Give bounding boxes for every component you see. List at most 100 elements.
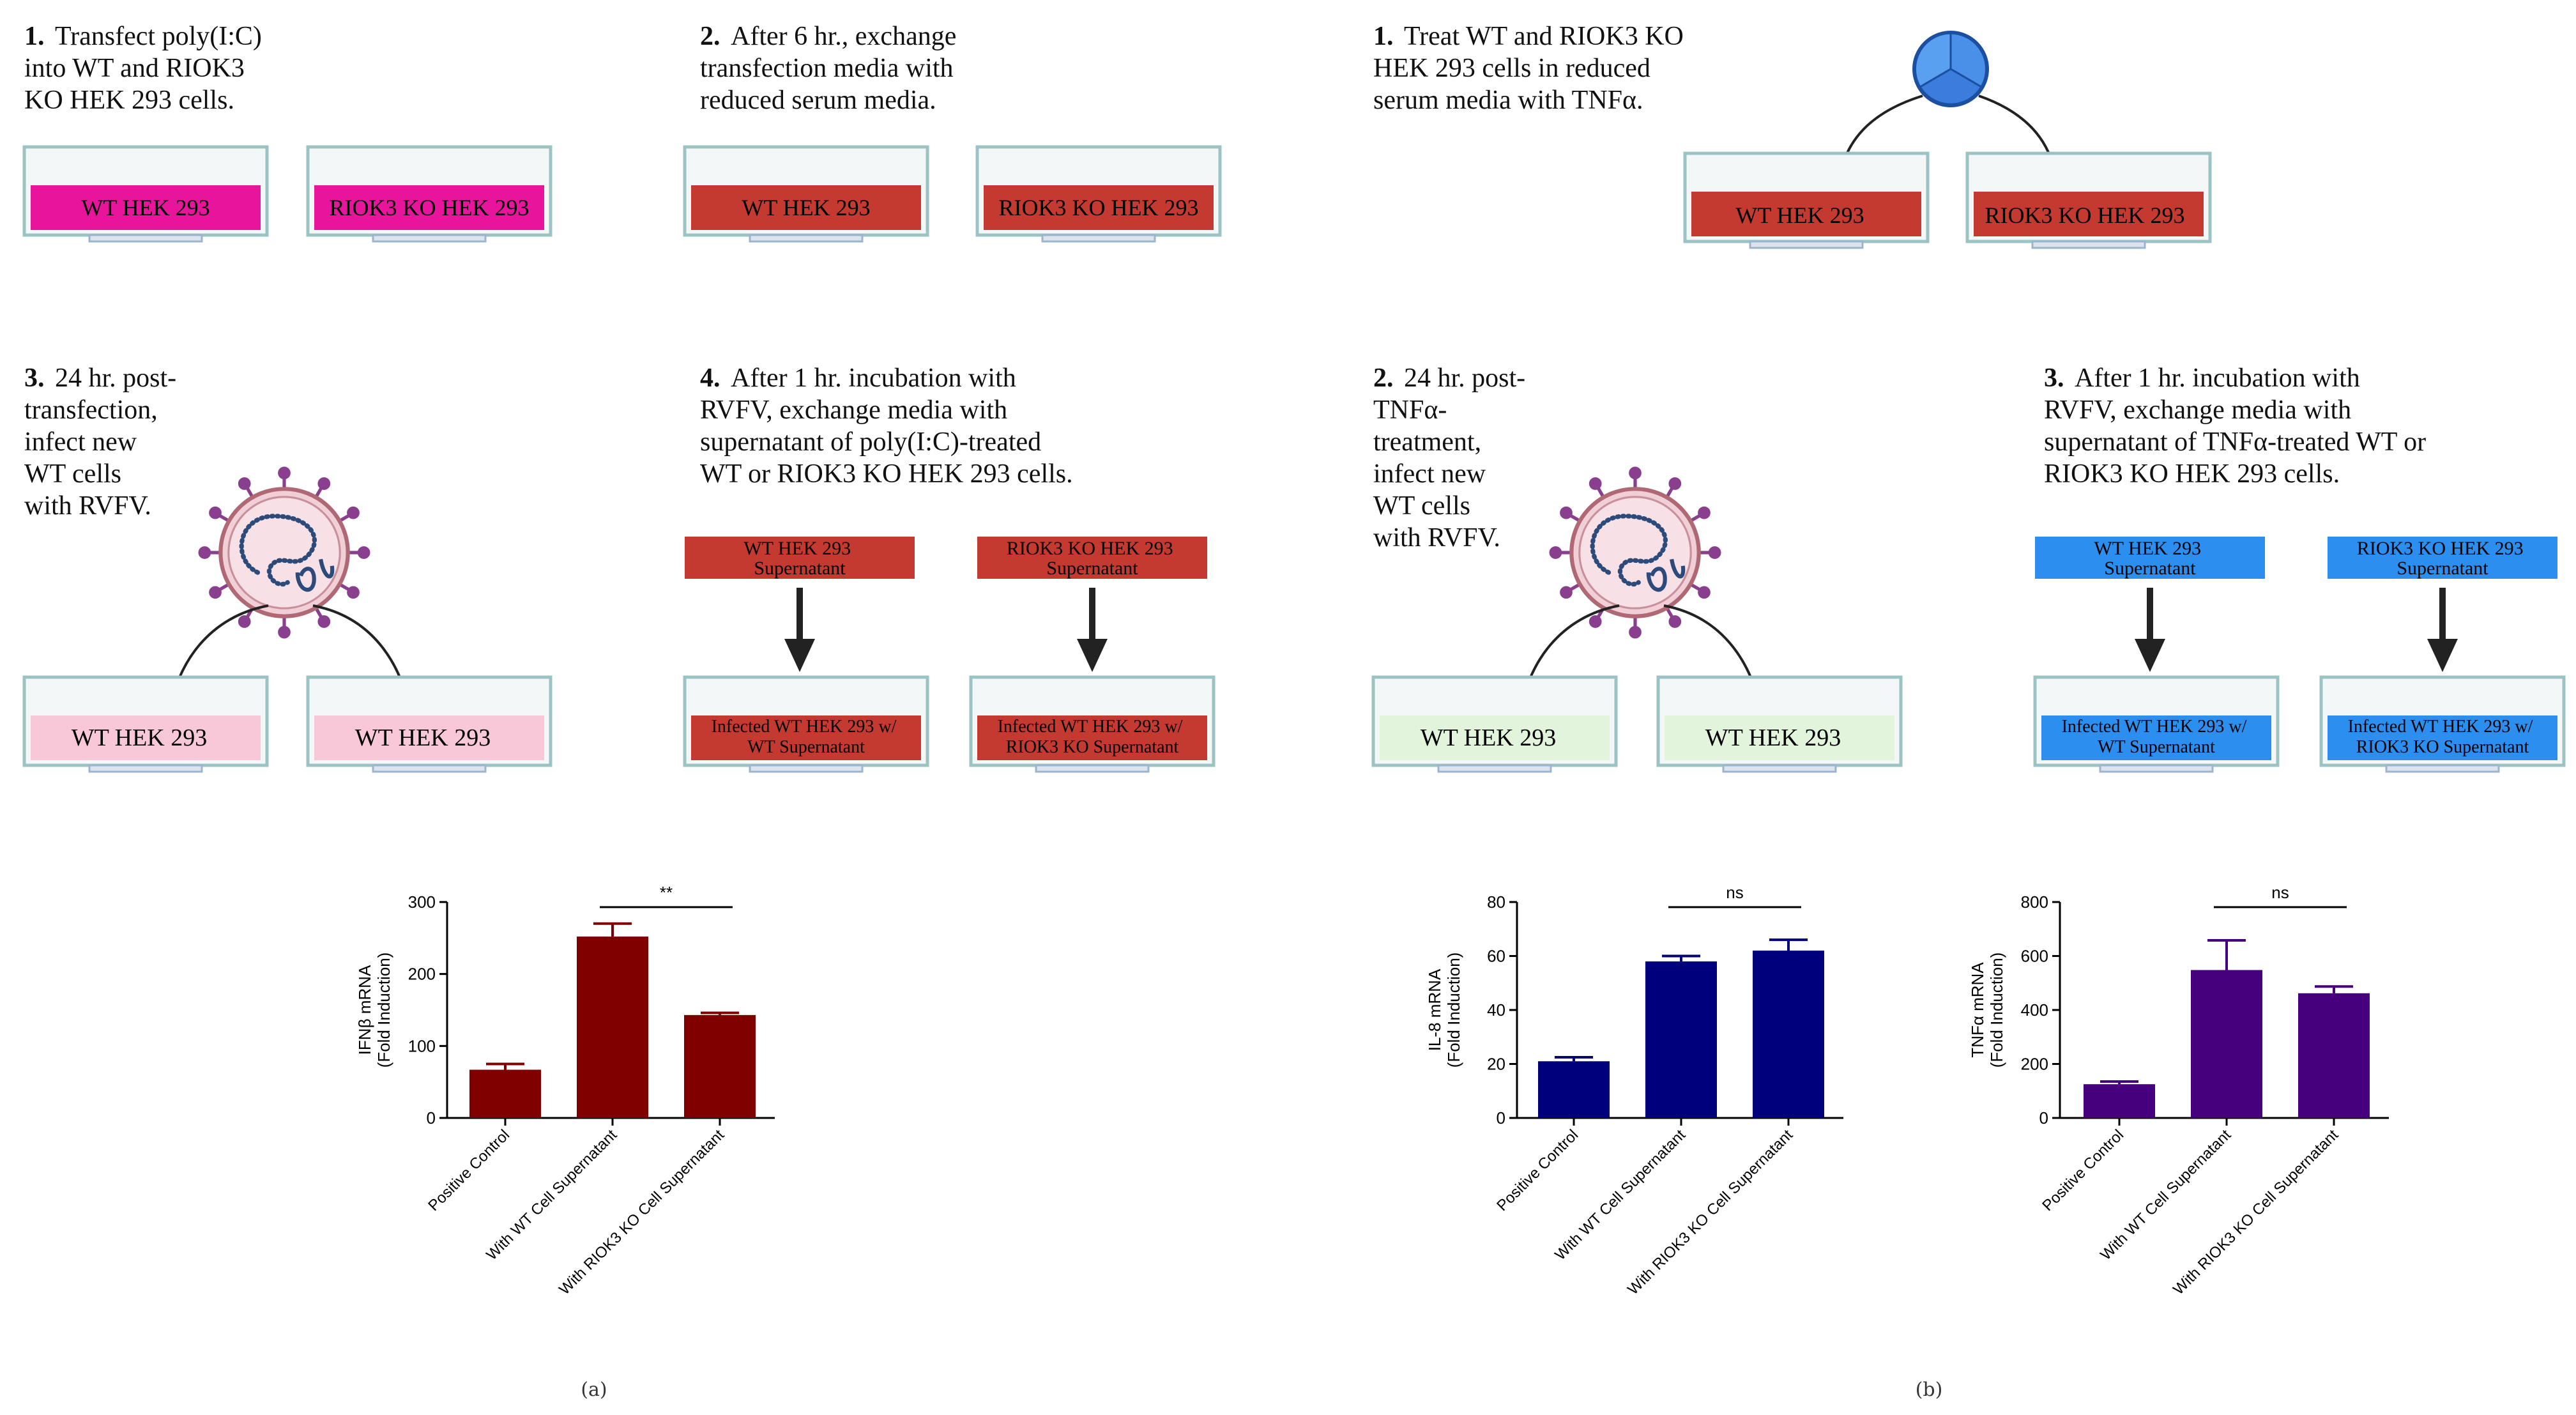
svg-text:WT HEK 293 Supernatant: WT HEK 293 Supernatant <box>2094 538 2206 579</box>
a-step3-text: 3. 24 hr. post- transfection, infect new… <box>24 363 183 521</box>
a-sup-left: WT HEK 293 Supernatant <box>685 537 915 672</box>
significance-label: ns <box>2271 883 2289 902</box>
b-step1-line2: HEK 293 cells in reduced <box>1373 54 1650 83</box>
bar <box>1538 1061 1610 1118</box>
chart-il8: 0 20 40 60 80 IL-8 mRNA(Fold Induction) Positi… <box>1425 883 1843 1298</box>
a-step2-text: 2. After 6 hr., exchange transfection me… <box>700 22 963 115</box>
bar <box>2298 993 2370 1118</box>
b-step2-dish-right: WT HEK 293 <box>1656 675 1903 773</box>
a-step4-text: 4. After 1 hr. incubation with RVFV, exc… <box>700 363 1073 489</box>
bar <box>684 1014 756 1118</box>
b-step3-dish-left-line2: WT Supernatant <box>2098 737 2215 757</box>
a-step3-line4: WT cells <box>24 459 121 489</box>
b-step2-dish-right-label: WT HEK 293 <box>1705 724 1841 751</box>
b-step1-line3: serum media with TNFα. <box>1373 86 1643 115</box>
significance-label: ** <box>660 883 673 902</box>
b-step1-dish-left-label: WT HEK 293 <box>1735 203 1864 228</box>
b-step1-dish-left: WT HEK 293 <box>1683 151 1930 249</box>
a-step3-line5: with RVFV. <box>24 491 151 521</box>
a-step2-dish-right: RIOK3 KO HEK 293 <box>975 145 1222 243</box>
bar <box>2191 970 2262 1118</box>
a-step3-line2: transfection, <box>24 395 158 425</box>
y-tick-label: 0 <box>1497 1108 1505 1128</box>
a-step1-text: 1. Transfect poly(I:C) into WT and RIOK3… <box>24 22 268 115</box>
svg-text:Infected WT HEK 293 w/ W: Infected WT HEK 293 w/ WT Supernatant <box>712 717 901 757</box>
b-step3-dish-left: Infected WT HEK 293 w/ WT Supernatant <box>2033 675 2280 773</box>
y-tick-label: 800 <box>2021 892 2048 912</box>
y-axis-label: IL-8 mRNA(Fold Induction) <box>1425 952 1463 1068</box>
a-step4-dish-right-line2: RIOK3 KO Supernatant <box>1006 737 1179 757</box>
b-step1-number: 1. <box>1373 22 1394 51</box>
a-step3-dish-right: WT HEK 293 <box>306 675 553 773</box>
panel-label-b: (b) <box>1916 1379 1943 1401</box>
y-tick-label: 20 <box>1487 1055 1505 1074</box>
a-step2-dish-left-label: WT HEK 293 <box>742 195 870 220</box>
a-sup-left-line1: WT HEK 293 <box>743 538 851 559</box>
a-step1-dish-left-label: WT HEK 293 <box>81 195 210 220</box>
y-axis-label-line: (Fold Induction) <box>1444 952 1463 1068</box>
b-step3-number: 3. <box>2044 363 2064 393</box>
svg-text:WT HEK 293 Supernatant: WT HEK 293 Supernatant <box>743 538 855 579</box>
y-tick-label: 40 <box>1487 1000 1505 1020</box>
b-step1-dish-right-label: RIOK3 KO HEK 293 <box>1985 203 2185 228</box>
a-sup-right-line2: Supernatant <box>1046 558 1138 579</box>
a-virus-icon <box>200 468 369 637</box>
b-step2-line2: TNFα- <box>1373 395 1447 425</box>
a-step1-number: 1. <box>24 22 45 51</box>
b-sup-right-line2: Supernatant <box>2397 558 2488 579</box>
a-step4-dish-left-line2: WT Supernatant <box>747 737 865 757</box>
bar <box>2084 1084 2155 1118</box>
a-step4-line1: After 1 hr. incubation with <box>731 363 1016 393</box>
y-axis-label-line: (Fold Induction) <box>1987 952 2006 1068</box>
tnf-trimer-icon <box>1912 31 1989 107</box>
a-sup-left-line2: Supernatant <box>754 558 846 579</box>
x-tick-label: With RIOK3 KO Cell Supernatant <box>556 1126 728 1298</box>
b-step3-dish-left-line1: Infected WT HEK 293 w/ <box>2062 717 2247 737</box>
a-step2-dish-right-label: RIOK3 KO HEK 293 <box>999 195 1199 220</box>
a-step3-dish-right-label: WT HEK 293 <box>355 724 491 751</box>
a-step3-number: 3. <box>24 363 45 393</box>
y-axis-label: TNFα mRNA(Fold Induction) <box>1968 952 2006 1068</box>
a-step2-number: 2. <box>700 22 720 51</box>
y-tick-label: 0 <box>2039 1108 2048 1128</box>
y-tick-label: 0 <box>427 1108 436 1128</box>
a-step4-line3: supernatant of poly(I:C)-treated <box>700 427 1041 457</box>
svg-text:RIOK3 KO HEK 293 Superna: RIOK3 KO HEK 293 Supernatant <box>1007 538 1178 579</box>
b-step3-line1: After 1 hr. incubation with <box>2075 363 2360 393</box>
bar <box>1753 951 1824 1118</box>
b-step3-line2: RVFV, exchange media with <box>2044 395 2351 425</box>
svg-text:RIOK3 KO HEK 293 Superna: RIOK3 KO HEK 293 Supernatant <box>2357 538 2528 579</box>
x-tick-label: With RIOK3 KO Cell Supernatant <box>2170 1126 2342 1298</box>
a-step4-line4: WT or RIOK3 KO HEK 293 cells. <box>700 459 1073 489</box>
b-step2-number: 2. <box>1373 363 1394 393</box>
y-tick-label: 80 <box>1487 892 1505 912</box>
b-virus-icon <box>1551 468 1719 637</box>
a-step1-dish-left: WT HEK 293 <box>22 145 269 243</box>
y-axis-label-line: IFNβ mRNA <box>355 965 374 1055</box>
y-axis-label-line: (Fold Induction) <box>374 952 393 1068</box>
b-step1-line1: Treat WT and RIOK3 KO <box>1404 22 1684 51</box>
y-axis-label: IFNβ mRNA(Fold Induction) <box>355 952 393 1068</box>
a-step1-line2: into WT and RIOK3 <box>24 54 245 83</box>
b-step1-text: 1. Treat WT and RIOK3 KO HEK 293 cells i… <box>1373 22 1690 115</box>
y-tick-label: 100 <box>408 1036 436 1055</box>
a-step3-dish-left: WT HEK 293 <box>22 675 269 773</box>
a-step2-dish-left: WT HEK 293 <box>683 145 929 243</box>
a-step2-line3: reduced serum media. <box>700 86 936 115</box>
y-tick-label: 400 <box>2021 1000 2048 1020</box>
a-step2-line1: After 6 hr., exchange <box>731 22 956 51</box>
b-step3-dish-right-line2: RIOK3 KO Supernatant <box>2356 737 2529 757</box>
a-step4-line2: RVFV, exchange media with <box>700 395 1007 425</box>
a-step4-dish-right: Infected WT HEK 293 w/ RIOK3 KO Supernat… <box>969 675 1216 773</box>
b-step2-line1: 24 hr. post- <box>1404 363 1525 393</box>
x-tick-label: Positive Control <box>2039 1126 2127 1214</box>
b-step2-line4: infect new <box>1373 459 1486 489</box>
b-sup-left-line1: WT HEK 293 <box>2094 538 2201 559</box>
b-step3-dish-right: Infected WT HEK 293 w/ RIOK3 KO Supernat… <box>2319 675 2566 773</box>
y-tick-label: 60 <box>1487 947 1505 966</box>
chart-ifnb: 0 100 200 300 IFNβ mRNA(Fold Induction) Posit… <box>355 883 775 1298</box>
bar <box>1645 961 1717 1118</box>
a-step4-dish-left-line1: Infected WT HEK 293 w/ <box>712 717 897 737</box>
y-axis-label-line: IL-8 mRNA <box>1425 968 1444 1051</box>
